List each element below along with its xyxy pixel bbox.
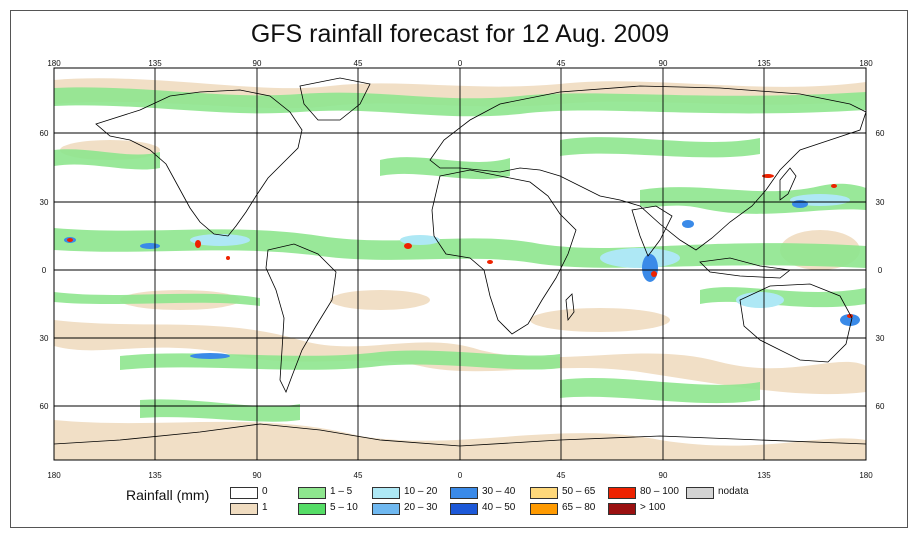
legend-label: 20 – 30 bbox=[404, 502, 438, 513]
tick-label: 45 bbox=[354, 471, 363, 480]
legend-label: 30 – 40 bbox=[482, 486, 516, 497]
legend-swatch bbox=[686, 487, 714, 499]
tick-label: 60 bbox=[40, 129, 49, 138]
legend-swatch bbox=[298, 487, 326, 499]
legend-label: 5 – 10 bbox=[330, 502, 358, 513]
tick-label: 60 bbox=[876, 402, 885, 411]
legend-swatch bbox=[530, 487, 558, 499]
legend-swatch bbox=[230, 487, 258, 499]
tick-label: 180 bbox=[859, 471, 873, 480]
tick-label: 90 bbox=[659, 59, 668, 68]
legend-swatch bbox=[450, 503, 478, 515]
map-border bbox=[53, 67, 867, 461]
top-ticks: 180 135 90 45 0 45 90 135 180 bbox=[47, 59, 873, 68]
legend-swatch bbox=[608, 503, 636, 515]
legend-swatch bbox=[372, 487, 400, 499]
legend-swatch bbox=[298, 503, 326, 515]
tick-label: 135 bbox=[757, 59, 771, 68]
tick-label: 30 bbox=[876, 334, 885, 343]
left-ticks: 60 30 0 30 60 bbox=[40, 129, 49, 411]
tick-label: 0 bbox=[878, 266, 883, 275]
tick-label: 90 bbox=[659, 471, 668, 480]
legend-label: > 100 bbox=[640, 502, 666, 513]
tick-label: 180 bbox=[47, 59, 61, 68]
legend-label: 80 – 100 bbox=[640, 486, 679, 497]
legend-swatch bbox=[450, 487, 478, 499]
legend-swatch bbox=[530, 503, 558, 515]
legend-label: 50 – 65 bbox=[562, 486, 596, 497]
legend-swatch bbox=[372, 503, 400, 515]
legend-label: 40 – 50 bbox=[482, 502, 516, 513]
legend-label: 65 – 80 bbox=[562, 502, 596, 513]
map-title: GFS rainfall forecast for 12 Aug. 2009 bbox=[250, 20, 670, 48]
tick-label: 30 bbox=[40, 198, 49, 207]
figure-frame bbox=[10, 10, 908, 528]
tick-label: 135 bbox=[148, 59, 162, 68]
tick-label: 0 bbox=[458, 59, 463, 68]
tick-label: 90 bbox=[253, 59, 262, 68]
legend-label: 1 – 5 bbox=[330, 486, 353, 497]
legend-title: Rainfall (mm) bbox=[126, 487, 210, 503]
legend-label: 0 bbox=[262, 486, 268, 497]
tick-label: 60 bbox=[876, 129, 885, 138]
graticule bbox=[54, 68, 866, 460]
tick-label: 90 bbox=[253, 471, 262, 480]
tick-label: 30 bbox=[40, 334, 49, 343]
tick-label: 180 bbox=[859, 59, 873, 68]
legend-label: nodata bbox=[718, 486, 749, 497]
tick-label: 135 bbox=[757, 471, 771, 480]
legend-label: 10 – 20 bbox=[404, 486, 438, 497]
coastlines bbox=[54, 77, 866, 447]
tick-label: 45 bbox=[557, 471, 566, 480]
tick-label: 0 bbox=[458, 471, 463, 480]
tick-label: 45 bbox=[354, 59, 363, 68]
tick-label: 45 bbox=[557, 59, 566, 68]
bottom-ticks: 180 135 90 45 0 45 90 135 180 bbox=[47, 471, 873, 480]
tick-label: 30 bbox=[876, 198, 885, 207]
legend-swatch bbox=[230, 503, 258, 515]
right-ticks: 60 30 0 30 60 bbox=[876, 129, 885, 411]
tick-label: 0 bbox=[42, 266, 47, 275]
tick-label: 135 bbox=[148, 471, 162, 480]
tick-label: 180 bbox=[47, 471, 61, 480]
tick-label: 60 bbox=[40, 402, 49, 411]
legend-swatch bbox=[608, 487, 636, 499]
legend-label: 1 bbox=[262, 502, 268, 513]
